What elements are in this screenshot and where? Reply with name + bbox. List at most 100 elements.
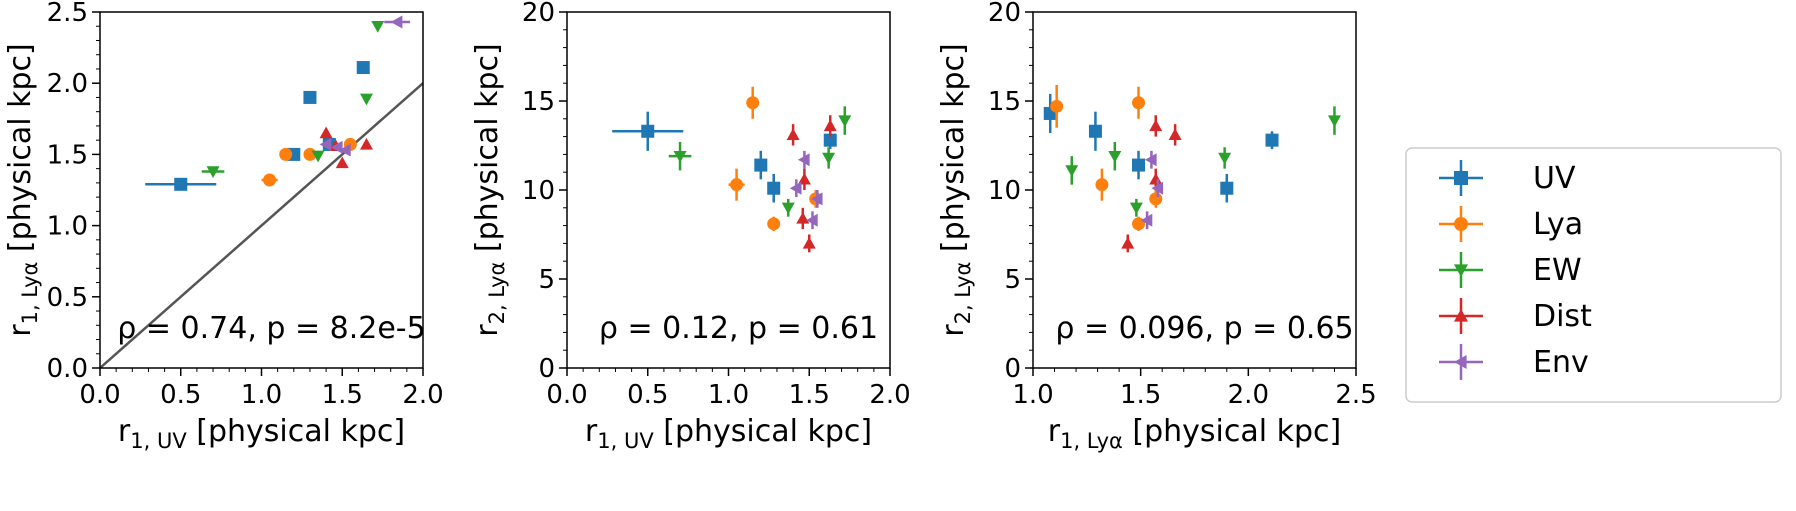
marker-triangle-up — [1168, 128, 1182, 141]
y-tick-label: 20 — [988, 0, 1021, 28]
legend-marker-icon — [1454, 309, 1468, 322]
data-point-env — [1151, 179, 1164, 198]
data-point-env — [319, 137, 332, 151]
x-tick-label: 1.5 — [322, 380, 363, 410]
data-point-ew — [668, 141, 692, 171]
marker-triangle-up — [802, 236, 816, 249]
x-tick-label: 1.0 — [708, 380, 749, 410]
legend-label: UV — [1533, 161, 1576, 196]
marker-triangle-down — [781, 202, 795, 215]
marker-triangle-up — [1121, 236, 1135, 249]
x-tick-label: 0.5 — [627, 380, 668, 410]
x-tick-label: 1.5 — [789, 380, 830, 410]
data-point-env — [338, 143, 351, 157]
data-point-env — [810, 190, 823, 208]
marker-triangle-left — [1151, 181, 1164, 195]
data-point-ew — [1327, 106, 1341, 135]
data-point-ew — [1065, 156, 1079, 185]
data-point-env — [330, 140, 343, 154]
marker-circle — [279, 147, 293, 161]
legend-label: Lya — [1533, 207, 1583, 242]
marker-square — [1220, 181, 1234, 195]
data-point-dist — [335, 156, 349, 169]
marker-square — [1132, 158, 1146, 172]
marker-triangle-down — [206, 166, 220, 178]
x-axis-label: r1, UV [physical kpc] — [585, 414, 872, 453]
data-point-dist — [1168, 124, 1182, 146]
data-point-lya — [1095, 168, 1109, 201]
data-point-uv — [612, 111, 684, 151]
legend-marker-icon — [1454, 264, 1468, 277]
data-point-lya — [746, 86, 760, 119]
marker-triangle-left — [810, 192, 823, 206]
x-axis-label: r1, UV [physical kpc] — [118, 414, 405, 453]
marker-triangle-down — [1129, 202, 1143, 215]
y-tick-label: 0 — [1004, 354, 1021, 384]
marker-triangle-left — [330, 140, 343, 154]
data-point-ew — [822, 147, 836, 169]
y-axis-label: r2, Lyα [physical kpc] — [936, 43, 975, 337]
data-point-dist — [1149, 115, 1163, 137]
data-point-env — [789, 179, 802, 198]
data-point-uv — [1132, 150, 1146, 180]
data-point-uv — [303, 90, 317, 104]
marker-circle — [1050, 99, 1064, 113]
y-tick-label: 0.5 — [47, 283, 88, 313]
data-point-ew — [1108, 141, 1122, 171]
y-tick-label: 10 — [522, 176, 555, 206]
legend: UV Lya EW Dist Env — [1405, 147, 1782, 403]
data-point-ew — [371, 21, 385, 33]
y-tick-label: 1.5 — [47, 140, 88, 170]
marker-square — [754, 158, 768, 172]
data-point-dist — [786, 124, 800, 146]
data-point-ew — [1129, 198, 1143, 217]
data-point-lya — [728, 168, 745, 201]
y-tick-label: 2.0 — [47, 69, 88, 99]
marker-triangle-up — [1149, 119, 1163, 132]
data-point-lya — [1132, 216, 1146, 231]
data-point-uv — [1220, 173, 1234, 203]
data-point-dist — [796, 207, 810, 230]
marker-triangle-down — [1327, 115, 1341, 128]
x-tick-label: 1.5 — [1120, 380, 1161, 410]
chart-panel-2: 0.0 0.5 1.0 1.5 2.0 0 5 10 15 20 r1, UV [physical … — [470, 0, 911, 453]
legend-entry-dist: Dist — [1439, 298, 1592, 334]
marker-triangle-down — [822, 152, 836, 165]
marker-circle — [1149, 192, 1163, 206]
legend-label: Env — [1533, 345, 1589, 380]
y-tick-label: 5 — [538, 265, 555, 295]
marker-triangle-up — [823, 119, 837, 132]
data-point-lya — [767, 216, 781, 231]
data-point-env — [805, 211, 818, 230]
marker-triangle-down — [1108, 150, 1122, 163]
marker-square — [356, 61, 370, 75]
marker-circle — [767, 217, 781, 231]
y-tick-label: 10 — [988, 176, 1021, 206]
data-point-uv — [754, 150, 768, 180]
data-point-lya — [1132, 86, 1146, 119]
y-tick-label: 20 — [522, 0, 555, 28]
data-point-uv — [767, 173, 781, 203]
marker-circle — [263, 173, 277, 187]
data-point-uv — [1043, 93, 1057, 134]
data-point-ew — [1218, 147, 1232, 169]
x-tick-label: 2.0 — [1228, 380, 1269, 410]
marker-square — [641, 124, 655, 138]
legend-label: EW — [1533, 253, 1582, 288]
marker-triangle-left — [797, 153, 810, 167]
marker-square — [1088, 124, 1102, 138]
marker-square — [767, 181, 781, 195]
data-point-ew — [781, 198, 795, 217]
y-tick-label: 1.0 — [47, 212, 88, 242]
data-point-env — [384, 15, 411, 29]
data-point-ew — [311, 150, 325, 163]
y-tick-label: 15 — [988, 87, 1021, 117]
marker-triangle-up — [359, 137, 373, 150]
marker-triangle-down — [1065, 165, 1079, 177]
x-tick-label: 1.0 — [1012, 380, 1053, 410]
correlation-annotation: ρ = 0.74, p = 8.2e-5 — [117, 311, 425, 346]
data-point-dist — [359, 137, 373, 150]
x-axis-label: r1, Lyα [physical kpc] — [1048, 414, 1342, 453]
chart-panel-3: 1.0 1.5 2.0 2.5 0 5 10 15 20 r1, Lyα [physical kp… — [936, 0, 1377, 453]
